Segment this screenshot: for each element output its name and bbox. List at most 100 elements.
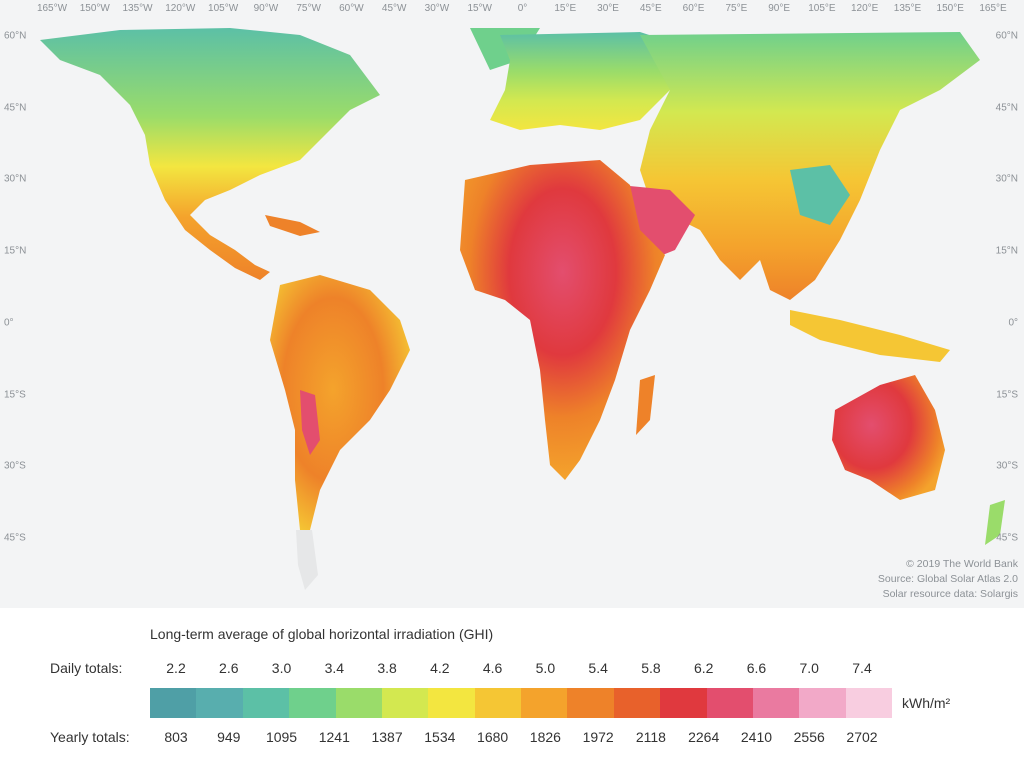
yearly-totals-label: Yearly totals: bbox=[50, 729, 130, 745]
longitude-label: 150°E bbox=[936, 3, 964, 14]
latitude-label-right: 30°S bbox=[996, 460, 1018, 472]
latitude-label-right: 60°N bbox=[995, 30, 1018, 42]
asia-region bbox=[640, 32, 980, 300]
yearly-tick-label: 1972 bbox=[582, 729, 614, 745]
longitude-label: 45°W bbox=[381, 3, 407, 14]
world-map-graphic bbox=[40, 28, 1005, 590]
daily-tick-label: 7.4 bbox=[852, 660, 872, 676]
latitude-label-left: 45°S bbox=[4, 532, 26, 544]
latitude-label-left: 45°N bbox=[4, 102, 27, 114]
europe-region bbox=[490, 32, 680, 130]
longitude-label: 60°E bbox=[682, 3, 705, 14]
longitude-label: 150°W bbox=[79, 3, 110, 14]
legend-title: Long-term average of global horizontal i… bbox=[150, 626, 494, 642]
latitude-label-left: 0° bbox=[4, 317, 14, 329]
color-scale-segment bbox=[752, 688, 800, 718]
solar-irradiation-map: 165°W 150°W 135°W 120°W 105°W 90°W 75°W 60°W 45°… bbox=[0, 0, 1024, 608]
patagonia-region bbox=[296, 530, 318, 590]
indonesia-region bbox=[790, 310, 950, 362]
yearly-tick-label: 2118 bbox=[635, 729, 666, 745]
andes-region bbox=[300, 390, 320, 455]
map-credits: © 2019 The World Bank Source: Global Sol… bbox=[878, 557, 1018, 602]
longitude-label: 120°W bbox=[165, 3, 196, 14]
daily-tick-label: 3.8 bbox=[377, 660, 397, 676]
latitude-label-right: 45°S bbox=[996, 532, 1018, 544]
latitude-label-left: 15°N bbox=[4, 245, 27, 257]
latitude-label-left: 30°N bbox=[4, 173, 27, 185]
daily-tick-label: 4.6 bbox=[482, 660, 503, 676]
longitude-label: 15°W bbox=[467, 3, 492, 14]
latitude-label-left: 15°S bbox=[4, 389, 26, 401]
color-scale-segment bbox=[474, 688, 521, 718]
longitude-label: 90°E bbox=[768, 3, 791, 14]
longitude-label: 30°E bbox=[597, 3, 619, 14]
daily-tick-label: 2.2 bbox=[166, 660, 186, 676]
longitude-label: 90°W bbox=[253, 3, 279, 14]
new-zealand-region bbox=[985, 500, 1005, 545]
daily-tick-label: 3.4 bbox=[324, 660, 345, 676]
yearly-tick-label: 2556 bbox=[793, 729, 825, 745]
daily-tick-label: 2.6 bbox=[219, 660, 239, 676]
latitude-label-right: 0° bbox=[1008, 317, 1018, 329]
daily-tick-label: 3.0 bbox=[271, 660, 292, 676]
longitude-label: 165°W bbox=[36, 3, 68, 14]
yearly-tick-label: 1534 bbox=[424, 729, 456, 745]
color-scale-segment bbox=[845, 688, 892, 718]
longitude-label: 60°W bbox=[339, 3, 364, 14]
daily-tick-label: 6.6 bbox=[746, 660, 767, 676]
latitude-label-left: 60°N bbox=[4, 30, 27, 42]
caribbean-region bbox=[265, 215, 320, 236]
longitude-label: 75°W bbox=[296, 3, 321, 14]
color-scale-segment bbox=[521, 688, 568, 718]
color-scale-segment bbox=[428, 688, 475, 718]
longitude-label: 120°E bbox=[850, 3, 879, 14]
madagascar-region bbox=[636, 375, 655, 435]
australia-region bbox=[832, 375, 945, 500]
yearly-tick-label: 2264 bbox=[688, 729, 720, 745]
color-scale-segment bbox=[706, 688, 753, 718]
longitude-label: 105°W bbox=[208, 3, 239, 14]
longitude-label: 135°E bbox=[893, 3, 922, 14]
color-scale-segment bbox=[242, 688, 290, 718]
longitude-label: 165°E bbox=[979, 3, 1007, 14]
color-scale-segment bbox=[381, 688, 429, 718]
unit-label: kWh/m² bbox=[902, 695, 951, 711]
credit-line: Solar resource data: Solargis bbox=[882, 588, 1018, 600]
color-scale-segment bbox=[150, 688, 197, 718]
china-low-region bbox=[790, 165, 850, 225]
yearly-tick-label: 803 bbox=[164, 729, 188, 745]
daily-tick-label: 7.0 bbox=[799, 660, 819, 676]
africa-region bbox=[460, 160, 665, 480]
credit-line: © 2019 The World Bank bbox=[906, 558, 1018, 570]
daily-tick-label: 5.8 bbox=[641, 660, 661, 676]
color-scale-segment bbox=[567, 688, 614, 718]
longitude-label: 75°E bbox=[725, 3, 748, 14]
latitude-label-right: 45°N bbox=[995, 102, 1018, 114]
color-scale-segment bbox=[660, 688, 707, 718]
yearly-tick-label: 2702 bbox=[846, 729, 878, 745]
daily-tick-label: 5.4 bbox=[588, 660, 608, 676]
latitude-label-right: 30°N bbox=[995, 173, 1018, 185]
color-scale-segment bbox=[196, 688, 243, 718]
color-scale-bar bbox=[150, 688, 892, 718]
yearly-tick-label: 1387 bbox=[371, 729, 403, 745]
color-scale-segment bbox=[289, 688, 336, 718]
longitude-label: 15°E bbox=[554, 3, 577, 14]
north-america-region bbox=[40, 28, 380, 280]
longitude-label: 0° bbox=[517, 3, 528, 14]
south-america-region bbox=[270, 275, 410, 530]
yearly-tick-label: 949 bbox=[217, 729, 241, 745]
yearly-tick-label: 1826 bbox=[529, 729, 561, 745]
daily-totals-label: Daily totals: bbox=[50, 660, 123, 676]
yearly-tick-label: 2410 bbox=[740, 729, 773, 745]
color-scale-segment bbox=[613, 688, 661, 718]
yearly-tick-label: 1241 bbox=[318, 729, 350, 745]
longitude-label: 105°E bbox=[808, 3, 836, 14]
daily-tick-label: 5.0 bbox=[535, 660, 556, 676]
yearly-tick-label: 1680 bbox=[477, 729, 509, 745]
latitude-label-right: 15°S bbox=[996, 389, 1018, 401]
color-scale-segment bbox=[335, 688, 382, 718]
latitude-label-left: 30°S bbox=[4, 460, 26, 472]
color-scale-segment bbox=[799, 688, 846, 718]
daily-tick-label: 4.2 bbox=[430, 660, 450, 676]
